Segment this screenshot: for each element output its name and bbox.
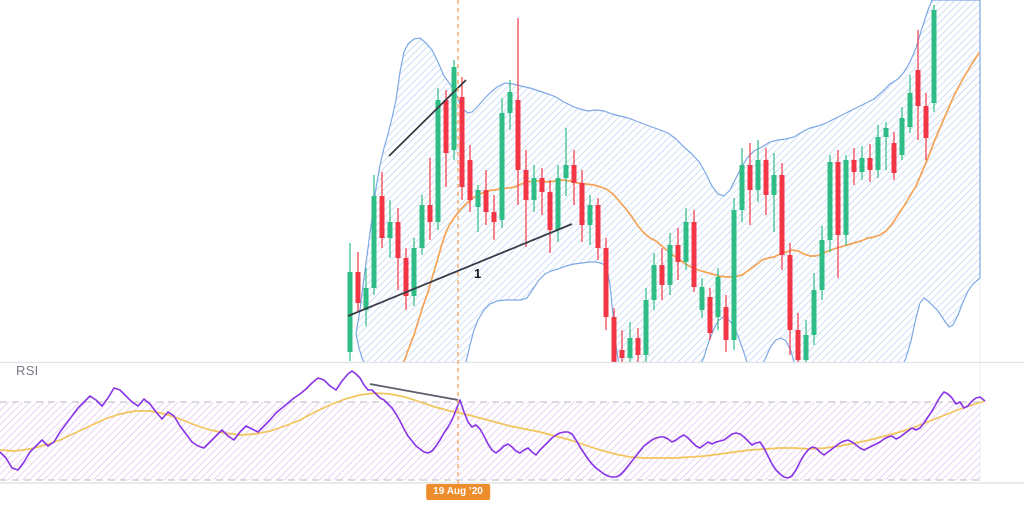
candle xyxy=(715,268,721,330)
candle xyxy=(515,18,521,205)
wave-annotation-1[interactable]: 1 xyxy=(474,266,482,281)
candle xyxy=(483,170,489,225)
candle xyxy=(795,313,801,362)
candle xyxy=(539,168,545,215)
rsi-line xyxy=(0,370,986,479)
candle xyxy=(451,60,457,160)
candle xyxy=(891,132,897,180)
candle xyxy=(403,248,409,310)
candle xyxy=(787,243,793,355)
candle xyxy=(763,148,769,215)
candle xyxy=(507,80,513,130)
candle xyxy=(747,143,753,225)
candle xyxy=(587,195,593,245)
candle xyxy=(811,273,817,345)
candle xyxy=(699,278,705,318)
candle xyxy=(883,122,889,170)
candle xyxy=(835,150,841,278)
candle xyxy=(411,238,417,306)
candle xyxy=(819,226,825,300)
candle xyxy=(563,128,569,196)
price-pane[interactable] xyxy=(347,0,981,372)
candle xyxy=(907,75,913,133)
candle xyxy=(499,98,505,228)
candle xyxy=(395,208,401,290)
candle xyxy=(923,93,929,160)
candle xyxy=(731,198,737,350)
candle xyxy=(875,125,881,178)
candle xyxy=(915,30,921,140)
candle xyxy=(667,233,673,295)
candle xyxy=(739,148,745,222)
candle xyxy=(579,170,585,242)
candle xyxy=(387,200,393,258)
candles-group xyxy=(347,5,937,362)
candle xyxy=(347,243,353,361)
candle xyxy=(827,155,833,252)
rsi-pane[interactable] xyxy=(0,370,986,481)
trendline[interactable] xyxy=(347,223,573,317)
candle xyxy=(523,150,529,247)
candle xyxy=(419,195,425,255)
candle xyxy=(435,88,441,230)
candle xyxy=(635,328,641,362)
candle xyxy=(427,158,433,240)
rsi-trendline[interactable] xyxy=(369,383,459,401)
trendline[interactable] xyxy=(388,79,467,157)
candle xyxy=(363,268,369,326)
candle xyxy=(803,320,809,362)
candle xyxy=(843,155,849,245)
rsi-ma-line xyxy=(0,392,986,459)
candle xyxy=(475,185,481,232)
bollinger-band-area xyxy=(355,0,981,362)
candle xyxy=(627,322,633,362)
candle xyxy=(723,295,729,352)
candle xyxy=(851,148,857,185)
rsi-band-area xyxy=(0,402,980,480)
candle xyxy=(675,228,681,280)
candle xyxy=(619,330,625,362)
candle xyxy=(603,238,609,330)
candle xyxy=(643,288,649,362)
candle xyxy=(771,153,777,232)
candle xyxy=(467,145,473,212)
candle xyxy=(531,165,537,212)
candle xyxy=(859,146,865,180)
candle xyxy=(611,308,617,362)
candle xyxy=(867,144,873,182)
candle xyxy=(779,163,785,270)
candle xyxy=(931,5,937,112)
candle xyxy=(355,252,361,312)
candle xyxy=(443,90,449,187)
candle xyxy=(379,172,385,248)
candle xyxy=(651,253,657,310)
candle xyxy=(459,77,465,200)
candle xyxy=(691,210,697,292)
candle xyxy=(595,198,601,260)
candle xyxy=(755,140,761,202)
candle xyxy=(659,248,665,300)
candle xyxy=(683,208,689,270)
candle xyxy=(571,150,577,205)
crosshair-date-badge: 19 Aug ’20 xyxy=(426,484,490,500)
rsi-pane-title: RSI xyxy=(16,363,39,378)
candle xyxy=(491,195,497,240)
candle xyxy=(899,107,905,160)
candle xyxy=(371,175,377,295)
candle xyxy=(707,288,713,340)
candle xyxy=(547,180,553,253)
